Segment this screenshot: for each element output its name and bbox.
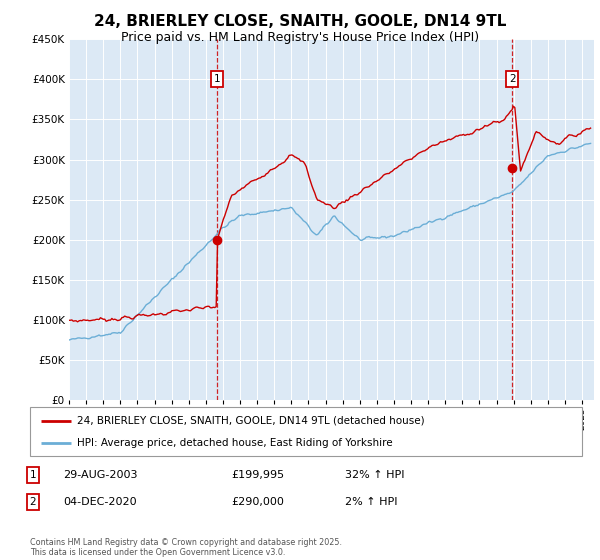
Text: £199,995: £199,995 (231, 470, 284, 480)
Text: 2% ↑ HPI: 2% ↑ HPI (345, 497, 398, 507)
Text: 04-DEC-2020: 04-DEC-2020 (63, 497, 137, 507)
Text: 1: 1 (214, 74, 220, 84)
Text: 29-AUG-2003: 29-AUG-2003 (63, 470, 137, 480)
Text: 2: 2 (29, 497, 37, 507)
Text: Price paid vs. HM Land Registry's House Price Index (HPI): Price paid vs. HM Land Registry's House … (121, 31, 479, 44)
Text: 32% ↑ HPI: 32% ↑ HPI (345, 470, 404, 480)
Text: 1: 1 (29, 470, 37, 480)
Text: 24, BRIERLEY CLOSE, SNAITH, GOOLE, DN14 9TL: 24, BRIERLEY CLOSE, SNAITH, GOOLE, DN14 … (94, 14, 506, 29)
Text: Contains HM Land Registry data © Crown copyright and database right 2025.
This d: Contains HM Land Registry data © Crown c… (30, 538, 342, 557)
Text: 2: 2 (509, 74, 515, 84)
Text: HPI: Average price, detached house, East Riding of Yorkshire: HPI: Average price, detached house, East… (77, 437, 392, 447)
Text: 24, BRIERLEY CLOSE, SNAITH, GOOLE, DN14 9TL (detached house): 24, BRIERLEY CLOSE, SNAITH, GOOLE, DN14 … (77, 416, 425, 426)
Text: £290,000: £290,000 (231, 497, 284, 507)
